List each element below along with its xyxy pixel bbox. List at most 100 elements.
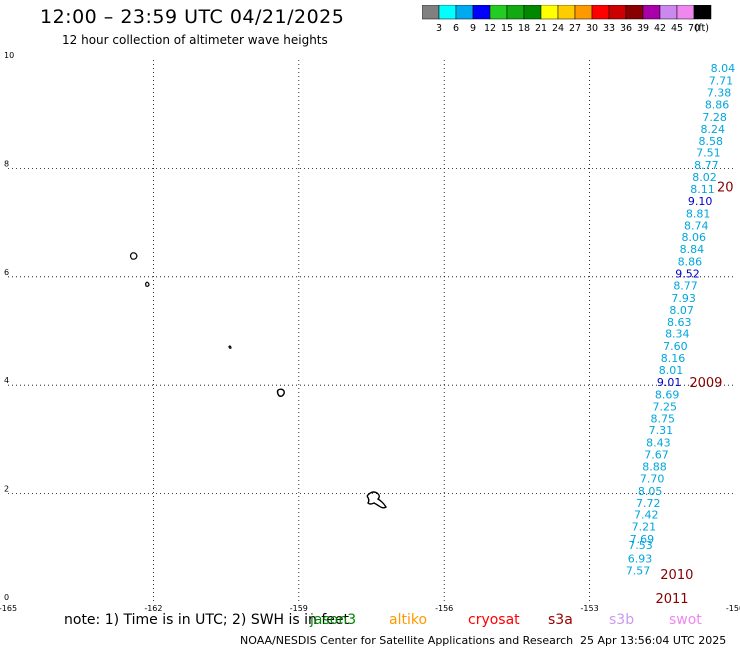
colorbar-tick-label: 6: [453, 23, 459, 34]
colorbar-tick-label: 3: [436, 23, 442, 34]
legend-jason3: jason3: [310, 612, 357, 628]
y-tick-label: 8: [4, 159, 9, 168]
wave-height-label: 8.06: [682, 231, 707, 244]
colorbar-tick-label: 30: [586, 23, 598, 34]
render-timestamp: 25 Apr 13:56:04 UTC 2025: [580, 634, 727, 647]
wave-height-label: 8.77: [673, 279, 698, 292]
colorbar-tick-label: 33: [603, 23, 615, 34]
wave-height-label: 8.81: [686, 207, 711, 220]
wave-height-label: 8.04: [711, 62, 736, 75]
colorbar-tick-label: 15: [501, 23, 513, 34]
wave-height-label: 8.63: [667, 316, 692, 329]
wave-height-label: 7.42: [634, 509, 659, 522]
chart-subtitle: 12 hour collection of altimeter wave hei…: [62, 33, 328, 47]
wave-height-label: 7.67: [644, 449, 669, 462]
wave-height-label: 8.24: [700, 123, 725, 136]
pass-time-label: 2011: [655, 592, 688, 607]
wave-height-label: 7.53: [628, 539, 653, 552]
wave-height-label: 8.07: [669, 304, 694, 317]
wave-height-label: 7.25: [652, 400, 677, 413]
legend-swot: swot: [669, 612, 702, 628]
wave-height-labels: 8.047.717.388.867.288.248.587.518.778.02…: [626, 62, 735, 577]
pass-time-labels: 20 2009 2010 2011: [655, 180, 733, 607]
x-tick-label: -156: [435, 604, 453, 613]
x-tick-label: -153: [581, 604, 599, 613]
wave-height-label: 7.93: [671, 292, 696, 305]
wave-height-label: 7.21: [632, 521, 657, 534]
credit-line: NOAA/NESDIS Center for Satellite Applica…: [240, 634, 574, 647]
pass-time-label: 20: [717, 180, 734, 195]
wave-height-label: 7.70: [640, 472, 665, 485]
wave-height-label: 8.86: [678, 256, 703, 269]
grid-lines: [8, 60, 735, 602]
wave-height-label: 8.05: [638, 485, 663, 498]
wave-height-label: 8.02: [692, 171, 717, 184]
colorbar-tick-label: 42: [654, 23, 666, 34]
hawaii-islands-outline: [129, 252, 387, 509]
colorbar-tick-label: 12: [484, 23, 496, 34]
wave-height-label: 8.69: [655, 388, 680, 401]
wave-height-label: 9.52: [675, 268, 700, 281]
x-tick-label: -150: [726, 604, 740, 613]
wave-height-label: 7.72: [636, 497, 661, 510]
colorbar-tick-label: 39: [637, 23, 649, 34]
island-oahu: [228, 345, 232, 349]
island-maui-molokai: [276, 388, 285, 397]
y-tick-label: 6: [4, 268, 9, 277]
wave-height-label: 8.11: [690, 183, 715, 196]
island-kauai: [145, 281, 150, 287]
legend-altiko: altiko: [389, 612, 428, 628]
colorbar-tick-label: 45: [671, 23, 683, 34]
wave-height-label: 7.71: [709, 75, 734, 88]
colorbar-unit: (ft): [695, 23, 709, 34]
pass-time-label: 2009: [689, 376, 722, 391]
wave-height-label: 8.84: [680, 243, 705, 256]
wave-height-label: 7.60: [663, 340, 688, 353]
wave-height-label: 7.69: [630, 533, 655, 546]
wave-height-label: 8.88: [642, 461, 667, 474]
colorbar-tick-label: 24: [552, 23, 564, 34]
legend-cryosat: cryosat: [468, 612, 520, 628]
wave-height-label: 8.74: [684, 219, 709, 232]
island-hawaii: [366, 491, 387, 509]
wave-height-label: 8.86: [705, 98, 730, 111]
colorbar-tick-label: 21: [535, 23, 547, 34]
colorbar-tick-label: 18: [518, 23, 530, 34]
footnote: note: 1) Time is in UTC; 2) SWH is in fe…: [64, 612, 350, 628]
y-tick-label: 10: [4, 51, 14, 60]
colorbar-swatch: [693, 5, 712, 20]
x-tick-label: -162: [144, 604, 162, 613]
legend-s3b: s3b: [609, 612, 635, 628]
wave-height-label: 9.01: [657, 376, 682, 389]
x-tick-label: -165: [0, 604, 17, 613]
wave-height-label: 9.10: [688, 195, 713, 208]
x-tick-label: -159: [290, 604, 308, 613]
wave-height-label: 7.57: [626, 565, 651, 578]
chart-title: 12:00 – 23:59 UTC 04/21/2025: [40, 6, 345, 28]
legend-s3a: s3a: [548, 612, 573, 628]
colorbar-legend: 3 6 9 12 15 18 21 24 27 30 33 36 39 42 45 70(ft): [422, 5, 712, 34]
wave-height-label: 8.16: [661, 352, 686, 365]
wave-height-label: 8.77: [694, 159, 719, 172]
pass-time-label: 2010: [660, 568, 693, 583]
wave-height-label: 7.31: [649, 424, 674, 437]
y-tick-label: 2: [4, 485, 9, 494]
colorbar-tick-label: 27: [569, 23, 581, 34]
y-tick-label: 4: [4, 376, 9, 385]
wave-height-label: 8.01: [659, 364, 684, 377]
wave-height-label: 8.34: [665, 328, 690, 341]
wave-height-label: 8.58: [699, 135, 724, 148]
wave-height-label: 7.51: [696, 147, 721, 160]
wave-height-label: 8.75: [651, 412, 676, 425]
wave-height-label: 7.38: [707, 87, 732, 100]
wave-height-label: 7.28: [702, 111, 727, 124]
colorbar-tick-label: 36: [620, 23, 632, 34]
wave-height-label: 8.43: [646, 437, 671, 450]
colorbar-tick-label: 70: [688, 23, 700, 34]
island-niihau: [129, 252, 138, 260]
colorbar-tick-label: 9: [470, 23, 476, 34]
wave-height-label: 6.93: [628, 553, 653, 566]
y-tick-label: 0: [4, 593, 9, 602]
axis-tick-labels: -165 -162 -159 -156 -153 -150 0 2 4 6 8 10: [0, 51, 740, 613]
